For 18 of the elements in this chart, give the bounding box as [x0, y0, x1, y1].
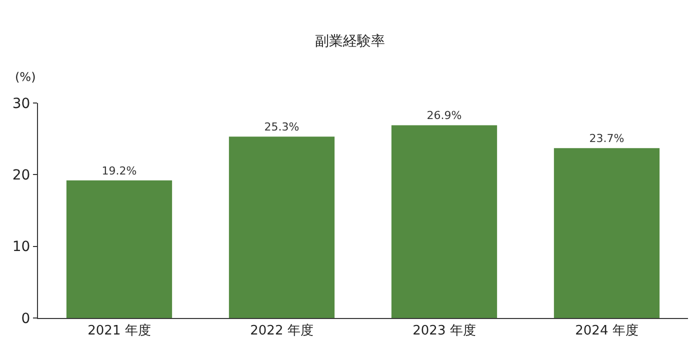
- bar: [66, 180, 172, 318]
- y-tick-label: 20: [12, 168, 30, 184]
- bar: [228, 136, 335, 318]
- x-tick-label: 2023 年度: [412, 322, 476, 339]
- y-tick-label: 30: [12, 96, 30, 112]
- data-label: 23.7%: [589, 132, 624, 146]
- x-tick-label: 2021 年度: [88, 322, 151, 339]
- bar: [391, 125, 498, 318]
- bar: [554, 148, 660, 318]
- x-tick-label: 2024 年度: [575, 322, 638, 339]
- data-label: 19.2%: [102, 164, 137, 178]
- data-label: 26.9%: [426, 109, 462, 122]
- y-tick-label: 10: [12, 239, 30, 256]
- data-label: 25.3%: [264, 120, 300, 134]
- y-tick-label: 0: [21, 310, 30, 327]
- y-axis-title: (%): [15, 70, 36, 84]
- chart-title: 副業経験率: [315, 34, 385, 50]
- x-tick-label: 2022 年度: [250, 322, 314, 339]
